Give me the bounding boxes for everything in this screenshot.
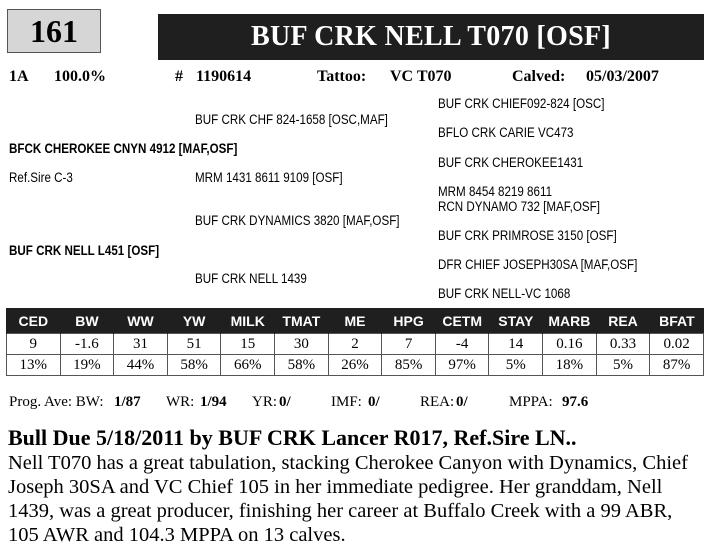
- epd-header: ME: [327, 308, 382, 334]
- epd-header: HPG: [381, 308, 436, 334]
- epd-value: -1.6: [59, 333, 115, 355]
- pedigree-ss-dam: BFLO CRK CARIE VC473: [438, 125, 574, 140]
- epd-percentile-row: 13% 19% 44% 58% 66% 58% 26% 85% 97% 5% 1…: [6, 354, 704, 376]
- epd-percentile: 58%: [166, 354, 222, 376]
- pedigree-sd-sire: BUF CRK CHEROKEE1431: [438, 155, 584, 170]
- epd-value: 0.16: [542, 333, 597, 355]
- progeny-yr-label: YR:: [252, 394, 278, 410]
- calved-value: 05/03/2007: [586, 68, 659, 85]
- pedigree-sire: BFCK CHEROKEE CNYN 4912 [MAF,OSF]: [9, 141, 238, 156]
- epd-percentile: 13%: [6, 354, 61, 376]
- progeny-bw-label: Prog. Ave: BW:: [9, 394, 104, 410]
- epd-percentile: 66%: [220, 354, 276, 376]
- epd-value: 15: [220, 333, 276, 355]
- pedigree-sd-dam: MRM 8454 8219 8611: [438, 184, 553, 199]
- epd-header: BW: [59, 308, 114, 334]
- progeny-imf-value: 0/: [368, 394, 380, 410]
- pedigree-sire-dam: MRM 1431 8611 9109 [OSF]: [195, 170, 343, 185]
- epd-value: 2: [327, 333, 383, 355]
- epd-percentile: 19%: [59, 354, 115, 376]
- epd-value: 51: [166, 333, 222, 355]
- progeny-rea-label: REA:: [420, 394, 455, 410]
- epd-percentile: 85%: [381, 354, 436, 376]
- pedigree-sire-sire: BUF CRK CHF 824-1658 [OSC,MAF]: [195, 112, 388, 127]
- progeny-imf-label: IMF:: [331, 394, 362, 410]
- progeny-wr-value: 1/94: [200, 394, 227, 410]
- epd-header: MILK: [220, 308, 275, 334]
- epd-value: -4: [434, 333, 490, 355]
- epd-value-row: 9 -1.6 31 51 15 30 2 7 -4 14 0.16 0.33 0…: [6, 333, 704, 355]
- epd-value: 31: [113, 333, 168, 355]
- progeny-bw-value: 1/87: [114, 394, 141, 410]
- epd-header: CED: [6, 308, 61, 334]
- breeding-headline: Bull Due 5/18/2011 by BUF CRK Lancer R01…: [8, 425, 577, 450]
- epd-header: STAY: [488, 308, 543, 334]
- epd-percentile: 58%: [274, 354, 329, 376]
- progeny-mppa-label: MPPA:: [509, 394, 553, 410]
- lot-description: Nell T070 has a great tabulation, stacki…: [8, 452, 688, 546]
- epd-percentile: 97%: [434, 354, 490, 376]
- pedigree-ss-sire: BUF CRK CHIEF092-824 [OSC]: [438, 96, 605, 111]
- epd-header: YW: [166, 308, 221, 334]
- registration-code: 1A: [9, 68, 29, 85]
- tattoo-label: Tattoo:: [317, 68, 367, 85]
- epd-value: 30: [274, 333, 329, 355]
- epd-percentile: 18%: [542, 354, 597, 376]
- registration-number: 1190614: [196, 68, 252, 85]
- epd-header: MARB: [542, 308, 597, 334]
- epd-table: CED BW WW YW MILK TMAT ME HPG CETM STAY …: [6, 308, 704, 376]
- animal-name: BUF CRK NELL T070 [OSF]: [158, 14, 704, 60]
- epd-percentile: 44%: [113, 354, 168, 376]
- progeny-yr-value: 0/: [279, 394, 291, 410]
- pedigree-dam-dam: BUF CRK NELL 1439: [195, 271, 307, 286]
- lot-number: 161: [7, 9, 101, 53]
- epd-percentile: 5%: [488, 354, 544, 376]
- epd-value: 14: [488, 333, 544, 355]
- epd-percentile: 87%: [649, 354, 704, 376]
- epd-value: 7: [381, 333, 436, 355]
- epd-value: 0.02: [649, 333, 704, 355]
- pedigree-dd-dam: BUF CRK NELL-VC 1068: [438, 286, 571, 301]
- tattoo-value: VC T070: [390, 68, 452, 85]
- calved-label: Calved:: [512, 68, 566, 85]
- pedigree-ref-sire: Ref.Sire C-3: [9, 170, 73, 185]
- epd-header: BFAT: [649, 308, 704, 334]
- epd-header: TMAT: [274, 308, 329, 334]
- epd-header: WW: [113, 308, 168, 334]
- pedigree-dd-sire: DFR CHIEF JOSEPH30SA [MAF,OSF]: [438, 257, 638, 272]
- epd-percentile: 5%: [595, 354, 651, 376]
- progeny-rea-value: 0/: [456, 394, 468, 410]
- progeny-wr-label: WR:: [166, 394, 195, 410]
- pedigree-ds-dam: BUF CRK PRIMROSE 3150 [OSF]: [438, 228, 617, 243]
- percent-value: 100.0%: [54, 68, 106, 85]
- epd-header: REA: [595, 308, 650, 334]
- registration-prefix: #: [175, 68, 183, 85]
- progeny-mppa-value: 97.6: [562, 394, 589, 410]
- epd-value: 0.33: [595, 333, 651, 355]
- pedigree-dam-sire: BUF CRK DYNAMICS 3820 [MAF,OSF]: [195, 213, 400, 228]
- epd-value: 9: [6, 333, 61, 355]
- epd-header-row: CED BW WW YW MILK TMAT ME HPG CETM STAY …: [6, 308, 704, 334]
- epd-header: CETM: [434, 308, 489, 334]
- pedigree-dam: BUF CRK NELL L451 [OSF]: [9, 243, 160, 258]
- epd-percentile: 26%: [327, 354, 383, 376]
- pedigree-ds-sire: RCN DYNAMO 732 [MAF,OSF]: [438, 199, 600, 214]
